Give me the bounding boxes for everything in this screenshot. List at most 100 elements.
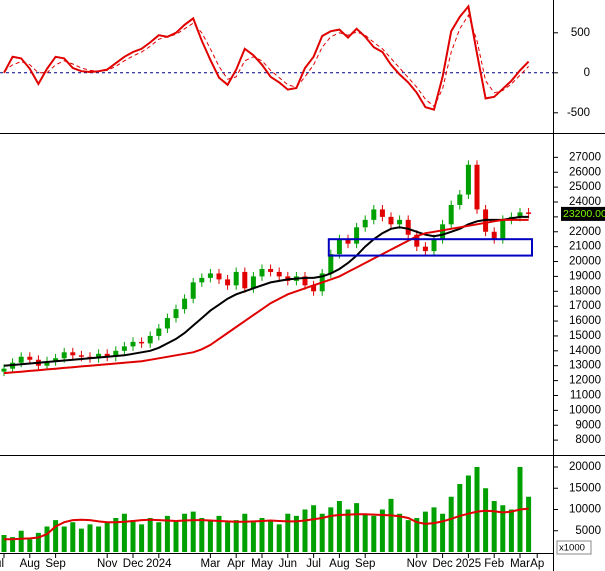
volume-bar	[285, 513, 291, 552]
candle-body	[500, 219, 506, 240]
last-price-box	[561, 206, 605, 221]
y-tick-label: 24000	[569, 196, 601, 208]
volume-bar	[173, 520, 179, 552]
volume-bar	[156, 522, 162, 552]
candle-body	[113, 350, 119, 357]
candle-body	[78, 355, 84, 357]
candle-body	[336, 239, 342, 255]
x-tick-label: Nov	[407, 558, 428, 570]
candle-body	[457, 194, 463, 205]
volume-bar	[422, 511, 428, 552]
candle-body	[182, 298, 188, 310]
y-tick-label: 17000	[569, 300, 601, 312]
x-tick-label: Ap	[530, 558, 544, 570]
candle-body	[242, 271, 248, 289]
last-price-label: 23200.00	[563, 208, 605, 220]
candle-body	[130, 341, 136, 347]
volume-bar	[18, 530, 24, 552]
volume-bar	[345, 509, 351, 552]
candle-body	[440, 224, 446, 240]
candle-body	[405, 219, 411, 235]
y-tick-label: 20000	[569, 256, 601, 268]
series-line	[3, 218, 529, 375]
volume-bar	[35, 532, 41, 552]
candle-body	[225, 279, 231, 286]
volume-bar	[207, 520, 213, 552]
candle-body	[431, 239, 437, 252]
candle-body	[517, 212, 523, 217]
volume-bar	[354, 503, 360, 552]
y-tick-label: 27000	[569, 151, 601, 163]
series-line	[3, 14, 529, 108]
x-tick-label: Nov	[97, 558, 118, 570]
volume-bar	[319, 513, 325, 552]
x-tick-label: Sep	[45, 558, 65, 570]
volume-bar	[87, 524, 93, 552]
candle-body	[96, 353, 102, 359]
volume-bar	[250, 522, 256, 552]
volume-bar	[139, 524, 145, 552]
volume-bar	[302, 509, 308, 552]
volume-bar	[113, 517, 119, 552]
x-tick-label: 2025	[456, 558, 482, 570]
x-tick-label: Jul	[306, 558, 321, 570]
volume-bar	[474, 466, 480, 552]
y-tick-label: 14000	[569, 345, 601, 357]
y-tick-label: 26000	[569, 166, 601, 178]
volume-bar	[53, 520, 59, 552]
candle-body	[18, 356, 24, 363]
candle-body	[1, 368, 7, 372]
volume-bar	[311, 505, 317, 552]
volume-bar	[328, 507, 334, 552]
candle-body	[397, 219, 403, 225]
volume-bar	[199, 517, 205, 552]
y-tick-label: 11000	[570, 390, 601, 402]
volume-bar	[397, 513, 403, 552]
x-tick-label: Mar	[510, 558, 530, 570]
candle-body	[354, 227, 360, 244]
volume-bar	[216, 515, 222, 552]
volume-bar	[508, 509, 514, 552]
y-tick-label: 18000	[569, 285, 601, 297]
candle-body	[379, 209, 385, 217]
unit-label: x1000	[559, 543, 585, 554]
volume-bar	[27, 539, 33, 552]
y-tick-label: 20000	[569, 461, 601, 473]
volume-bar	[379, 509, 385, 552]
candle-body	[388, 216, 394, 225]
volume-bar	[164, 515, 170, 552]
candle-body	[199, 277, 205, 283]
candle-body	[27, 356, 33, 360]
volume-bar	[259, 517, 265, 552]
x-tick-label: Sep	[355, 558, 375, 570]
volume-bar	[190, 511, 196, 552]
volume-bar	[130, 520, 136, 552]
x-tick-label: Mar	[200, 558, 220, 570]
volume-bar	[147, 517, 153, 552]
candle-body	[173, 309, 179, 319]
candle-body	[362, 219, 368, 228]
volume-bar	[448, 496, 454, 552]
volume-bar	[276, 524, 282, 552]
y-tick-label: 15000	[569, 330, 601, 342]
volume-bar	[362, 513, 368, 552]
y-tick-label: 12000	[569, 375, 601, 387]
candle-body	[207, 273, 213, 278]
volume-bar	[96, 526, 102, 552]
y-tick-label: 10000	[569, 404, 601, 416]
candle-body	[259, 268, 265, 277]
candle-body	[147, 335, 153, 344]
series-line	[3, 215, 529, 367]
x-tick-label: ul	[0, 558, 4, 570]
x-tick-label: Jun	[279, 558, 298, 570]
volume-bar	[78, 528, 84, 552]
x-tick-label: Dec	[432, 558, 453, 570]
candle-body	[233, 271, 239, 286]
volume-bar	[104, 522, 110, 552]
volume-bar	[457, 483, 463, 552]
y-tick-label: 10000	[569, 504, 601, 516]
candle-body	[250, 276, 256, 289]
x-tick-label: Feb	[484, 558, 504, 570]
candle-body	[190, 282, 196, 299]
volume-bar	[121, 513, 127, 552]
